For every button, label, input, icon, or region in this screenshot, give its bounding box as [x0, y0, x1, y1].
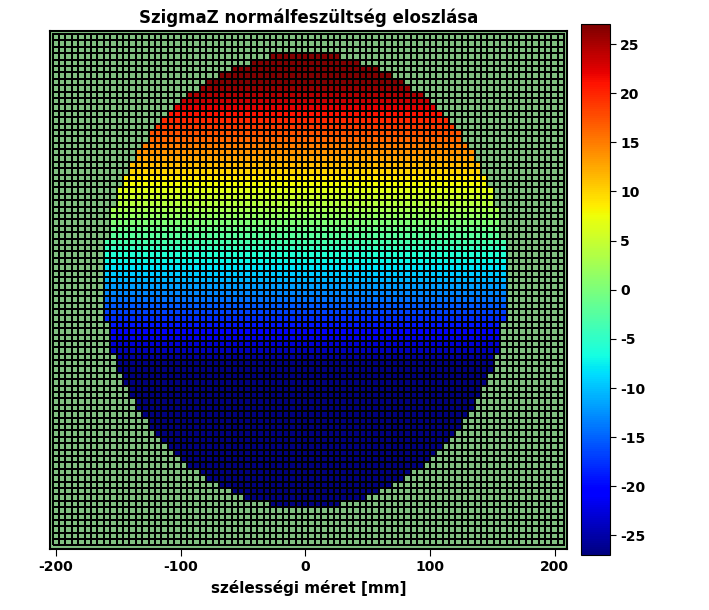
X-axis label: szélességi méret [mm]: szélességi méret [mm]	[211, 580, 406, 596]
Title: SzigmaZ normálfeszültség eloszlása: SzigmaZ normálfeszültség eloszlása	[139, 8, 478, 27]
